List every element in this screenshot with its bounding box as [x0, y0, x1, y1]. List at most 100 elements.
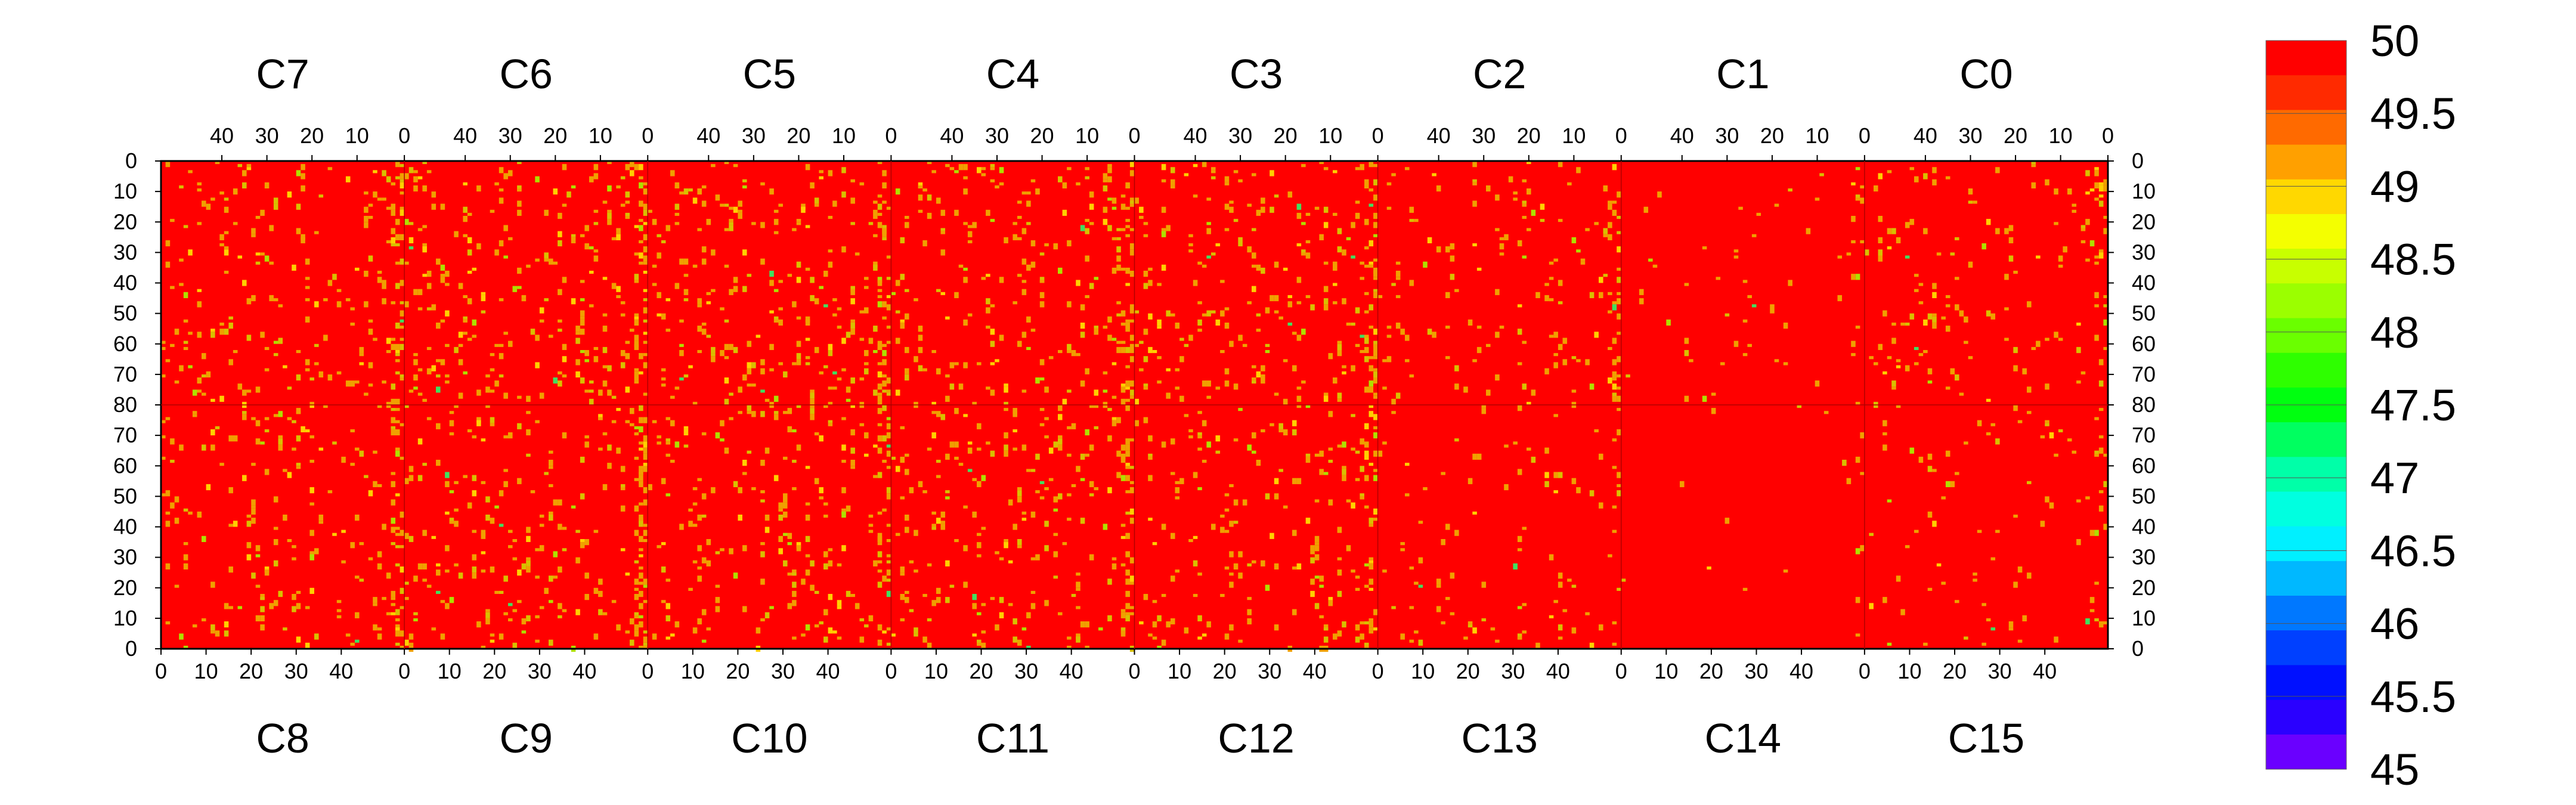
heatmap-cell [1166, 225, 1171, 231]
heatmap-cell [1175, 569, 1180, 573]
heatmap-cell [981, 527, 986, 530]
heatmap-cell [373, 450, 377, 454]
heatmap-cell [549, 335, 553, 338]
heatmap-cell [886, 444, 891, 448]
heatmap-cell [1017, 340, 1022, 347]
heatmap-cell [2080, 240, 2086, 244]
heatmap-cell [1333, 633, 1337, 640]
heatmap-cell [395, 532, 400, 536]
heatmap-cell [251, 518, 256, 524]
heatmap-cell [580, 298, 585, 302]
y-tick-label-left: 30 [113, 240, 137, 264]
heatmap-cell [192, 411, 197, 414]
heatmap-cell [814, 298, 819, 305]
heatmap-cell [1535, 642, 1540, 649]
heatmap-cell [958, 264, 964, 268]
heatmap-cell [481, 438, 486, 442]
heatmap-cell [796, 405, 801, 408]
heatmap-cell [1080, 478, 1085, 481]
heatmap-cell [1197, 261, 1202, 265]
heatmap-cell [1941, 581, 1946, 585]
heatmap-cell [1905, 323, 1910, 326]
heatmap-cell [1405, 335, 1410, 341]
heatmap-cell [634, 377, 639, 381]
heatmap-cell [1206, 255, 1211, 259]
heatmap-cell [467, 249, 472, 256]
heatmap-cell [400, 280, 405, 286]
heatmap-cell [1328, 499, 1333, 506]
heatmap-cell [1053, 508, 1058, 512]
heatmap-cell [639, 371, 643, 374]
heatmap-cell [1058, 350, 1063, 354]
heatmap-cell [273, 197, 278, 204]
heatmap-cell [251, 295, 256, 302]
heatmap-cell [2036, 255, 2041, 259]
heatmap-cell [377, 627, 382, 631]
heatmap-cell [1103, 389, 1108, 393]
heatmap-cell [1319, 450, 1324, 457]
heatmap-cell [1878, 173, 1883, 179]
heatmap-cell [792, 228, 797, 231]
bottom-chip-label: C15 [1948, 715, 2024, 761]
heatmap-cell [1883, 597, 1887, 603]
heatmap-cell [819, 621, 823, 625]
heatmap-cell [625, 200, 630, 204]
heatmap-cell [1333, 264, 1337, 271]
heatmap-cell [634, 426, 639, 429]
heatmap-cell [413, 386, 418, 390]
heatmap-cell [445, 569, 450, 573]
heatmap-cell [1837, 295, 1843, 302]
heatmap-cell [850, 179, 855, 182]
heatmap-cell [738, 487, 742, 494]
heatmap-cell [648, 484, 652, 491]
heatmap-cell [715, 432, 720, 439]
heatmap-cell [850, 429, 855, 436]
heatmap-cell [900, 426, 905, 429]
heatmap-cell [1544, 283, 1549, 286]
heatmap-cell [1774, 359, 1779, 363]
heatmap-cell [1883, 420, 1887, 426]
heatmap-cell [747, 362, 752, 369]
heatmap-cell [1666, 319, 1671, 326]
heatmap-cell [877, 535, 883, 543]
y-tick-label-right: 40 [2132, 271, 2156, 295]
heatmap-cell [2094, 581, 2099, 585]
heatmap-cell [1179, 478, 1184, 484]
heatmap-cell [202, 200, 206, 207]
heatmap-cell [499, 490, 504, 497]
heatmap-cell [1373, 414, 1378, 420]
heatmap-cell [683, 289, 689, 292]
heatmap-cell [1120, 609, 1126, 612]
heatmap-cell [1089, 222, 1094, 225]
heatmap-cell [1265, 307, 1270, 314]
heatmap-cell [1261, 206, 1265, 213]
heatmap-cell [278, 444, 283, 451]
heatmap-cell [566, 191, 571, 198]
heatmap-cell [760, 542, 765, 546]
heatmap-cell [1314, 603, 1320, 609]
heatmap-cell [783, 456, 788, 460]
heatmap-cell [395, 283, 400, 289]
heatmap-cell [1342, 441, 1346, 448]
heatmap-cell [1923, 319, 1928, 326]
heatmap-cell [1373, 329, 1378, 335]
top-x-tick-label: 40 [210, 123, 234, 148]
heatmap-cell [1436, 606, 1441, 612]
heatmap-cell [657, 441, 661, 445]
heatmap-cell [2098, 194, 2104, 198]
heatmap-cell [580, 319, 585, 326]
heatmap-cell [1441, 472, 1445, 475]
heatmap-cell [544, 587, 549, 595]
heatmap-cell [463, 206, 467, 213]
heatmap-cell [625, 340, 630, 344]
heatmap-cell [1617, 429, 1621, 436]
heatmap-cell [1617, 490, 1621, 497]
heatmap-cell [1129, 161, 1135, 168]
heatmap-cell [706, 219, 711, 225]
heatmap-cell [1120, 340, 1126, 344]
heatmap-cell [1287, 191, 1293, 198]
heatmap-cell [1337, 569, 1342, 576]
heatmap-cell [1044, 435, 1049, 439]
heatmap-cell [1409, 606, 1414, 609]
heatmap-cell [183, 508, 188, 512]
